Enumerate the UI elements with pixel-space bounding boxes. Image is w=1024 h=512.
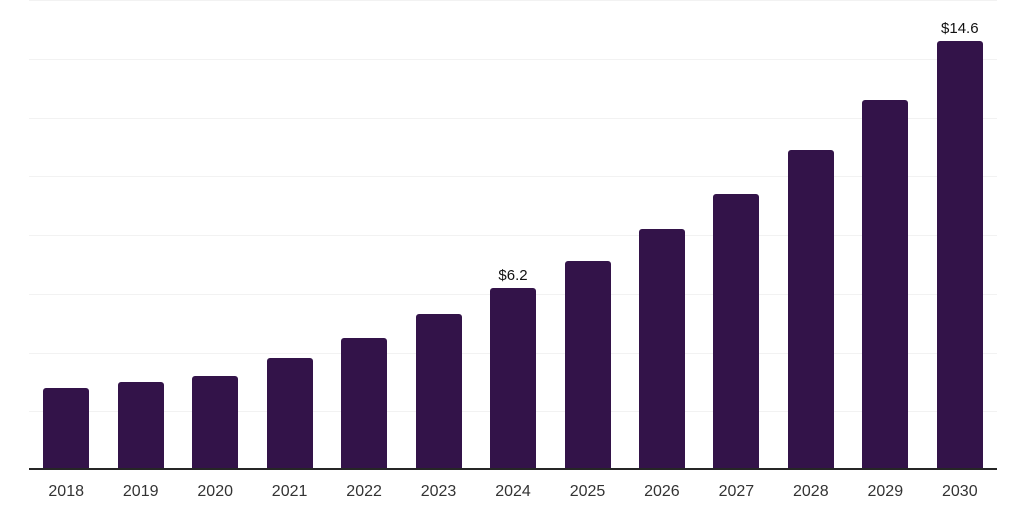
plot-area: $6.2 $14.6: [29, 0, 997, 470]
bar-2021: [266, 358, 313, 468]
bar-2028: [787, 149, 834, 468]
x-tick-2025: 2025: [569, 483, 606, 500]
bar-2027: [713, 193, 760, 468]
gridline-y-12: [29, 118, 997, 119]
gridline-y-16: [29, 0, 997, 1]
x-axis-line: [29, 468, 997, 470]
x-tick-2024: 2024: [495, 483, 531, 500]
bar-2020: [192, 376, 239, 468]
bar-2019: [117, 381, 164, 468]
bar-2022: [341, 337, 388, 468]
x-tick-2021: 2021: [271, 483, 308, 500]
value-label-2024: $6.2: [498, 266, 528, 284]
gridline-y-10: [29, 176, 997, 177]
bar-2029: [862, 99, 909, 468]
gridline-y-14: [29, 59, 997, 60]
bar-2023: [415, 314, 462, 468]
value-label-2030: $14.6: [941, 20, 979, 38]
x-tick-2028: 2028: [793, 483, 829, 500]
x-tick-2030: 2030: [942, 483, 978, 500]
bar-2018: [43, 387, 90, 468]
x-tick-2022: 2022: [346, 483, 382, 500]
bar-2025: [564, 261, 611, 468]
bar-2024: [490, 287, 536, 468]
gridline-y-8: [29, 235, 997, 236]
x-tick-2026: 2026: [644, 483, 680, 500]
x-tick-2019: 2019: [122, 483, 159, 500]
bar-2030: [936, 41, 983, 468]
bar-2026: [638, 229, 685, 468]
x-axis-labels: 2018 2019 2020 2021 2022 2023 2024 2025 2026 2027…: [29, 470, 997, 512]
x-tick-2020: 2020: [197, 483, 233, 500]
x-tick-2018: 2018: [48, 483, 84, 500]
x-tick-2029: 2029: [867, 483, 904, 500]
x-tick-2027: 2027: [718, 483, 755, 500]
x-tick-2023: 2023: [420, 483, 457, 500]
